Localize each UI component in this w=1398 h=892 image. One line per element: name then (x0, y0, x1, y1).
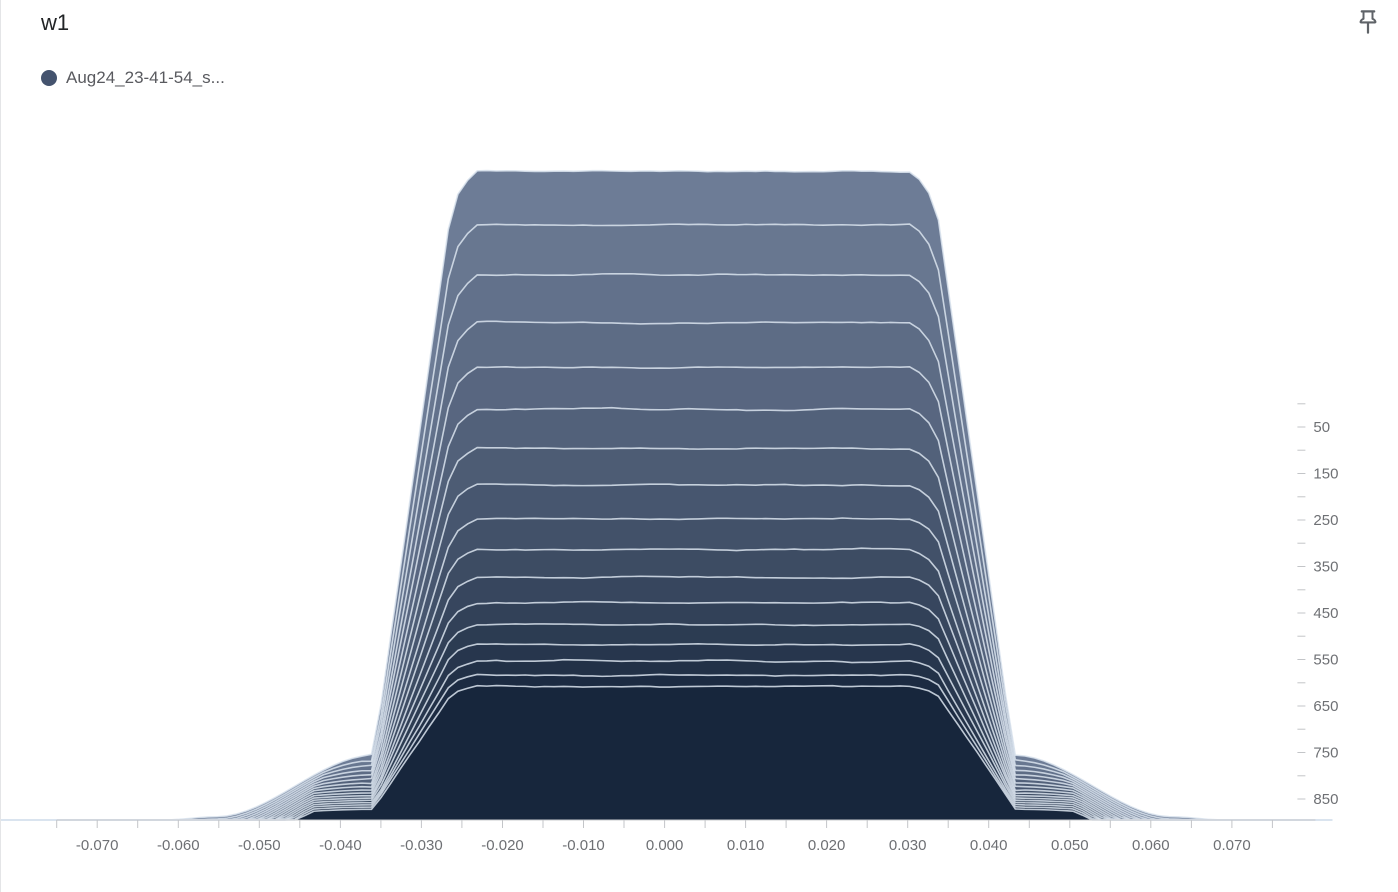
svg-text:0.070: 0.070 (1213, 837, 1251, 854)
svg-text:250: 250 (1313, 512, 1338, 529)
svg-text:-0.010: -0.010 (562, 837, 605, 854)
svg-text:0.010: 0.010 (727, 837, 765, 854)
svg-text:0.000: 0.000 (646, 837, 684, 854)
svg-text:-0.020: -0.020 (481, 837, 524, 854)
svg-text:-0.040: -0.040 (319, 837, 362, 854)
svg-text:50: 50 (1313, 419, 1330, 436)
svg-text:-0.070: -0.070 (76, 837, 119, 854)
svg-text:0.020: 0.020 (808, 837, 846, 854)
svg-text:350: 350 (1313, 559, 1338, 576)
svg-text:0.060: 0.060 (1132, 837, 1170, 854)
svg-text:-0.030: -0.030 (400, 837, 443, 854)
svg-text:750: 750 (1313, 745, 1338, 762)
svg-text:850: 850 (1313, 791, 1338, 808)
svg-text:0.030: 0.030 (889, 837, 927, 854)
svg-text:-0.060: -0.060 (157, 837, 200, 854)
svg-text:-0.050: -0.050 (238, 837, 281, 854)
svg-text:650: 650 (1313, 698, 1338, 715)
svg-text:150: 150 (1313, 466, 1338, 483)
svg-text:0.040: 0.040 (970, 837, 1008, 854)
svg-text:0.050: 0.050 (1051, 837, 1089, 854)
svg-text:450: 450 (1313, 605, 1338, 622)
svg-text:550: 550 (1313, 652, 1338, 669)
